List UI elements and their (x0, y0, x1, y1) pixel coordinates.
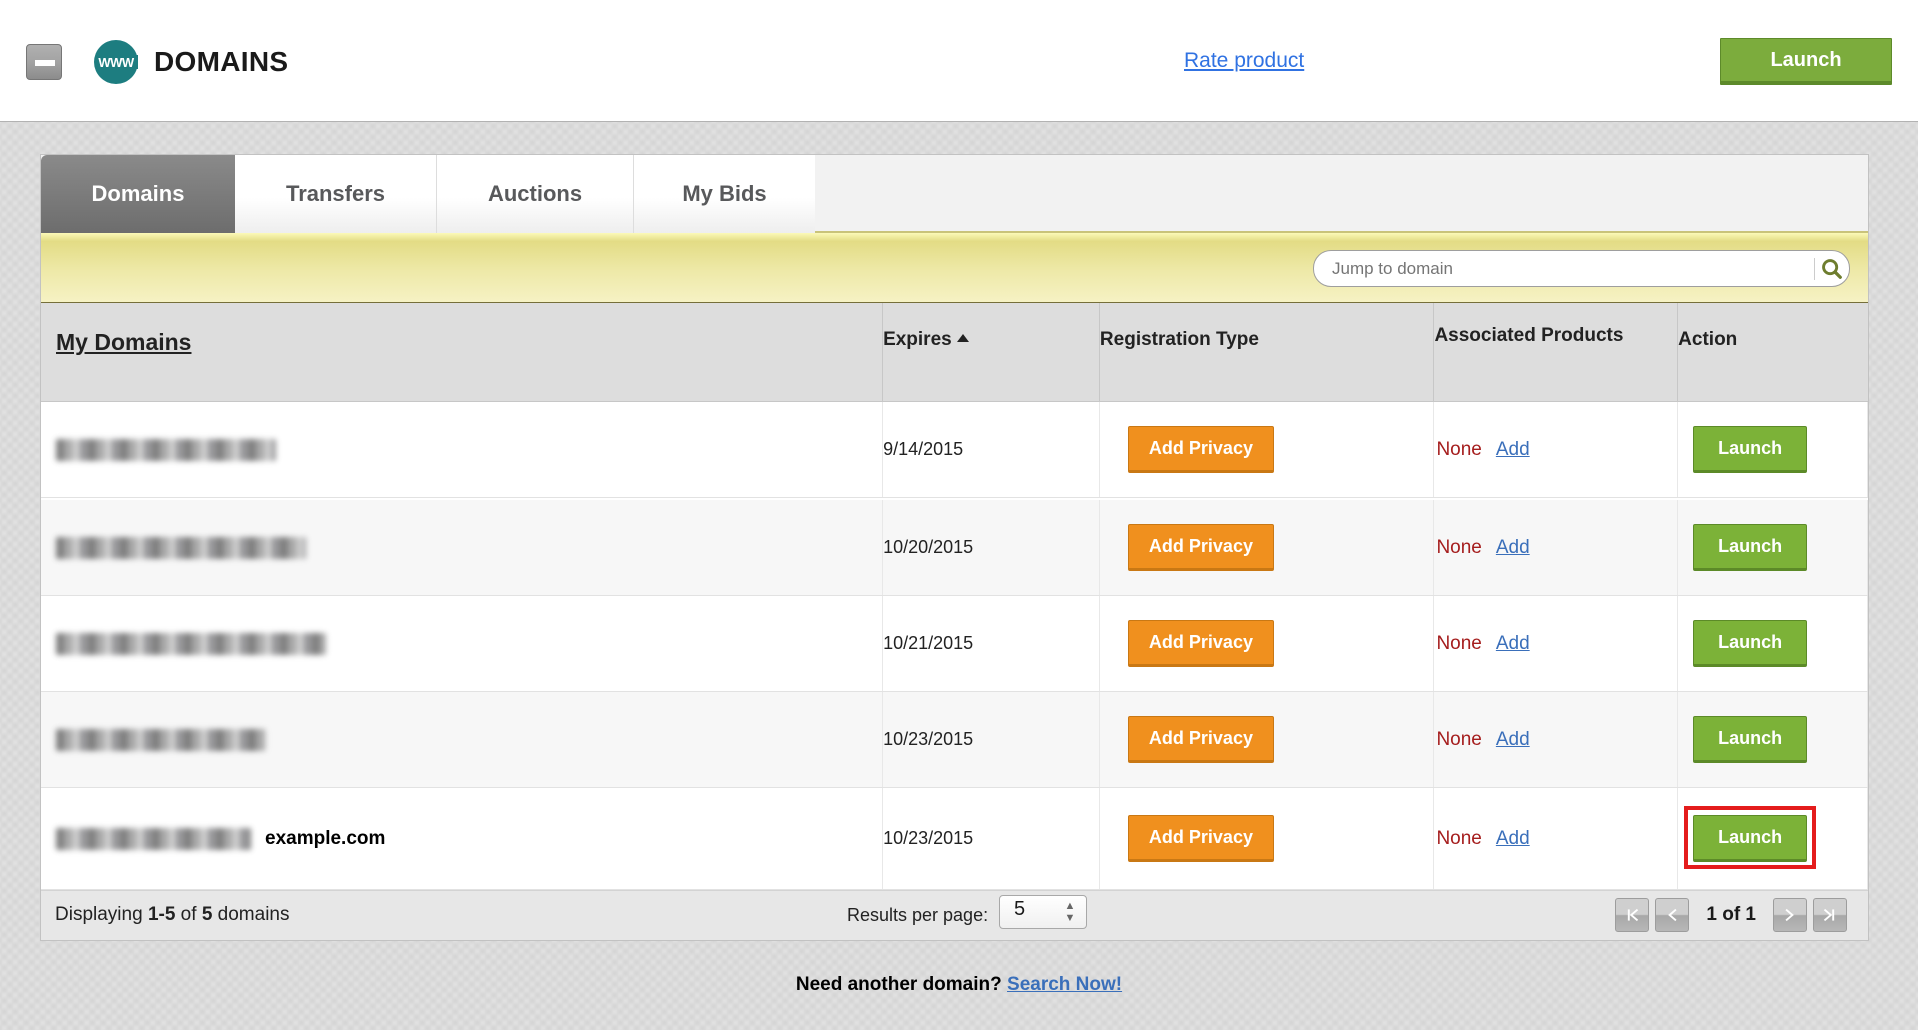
svg-text:WWW: WWW (98, 55, 135, 70)
